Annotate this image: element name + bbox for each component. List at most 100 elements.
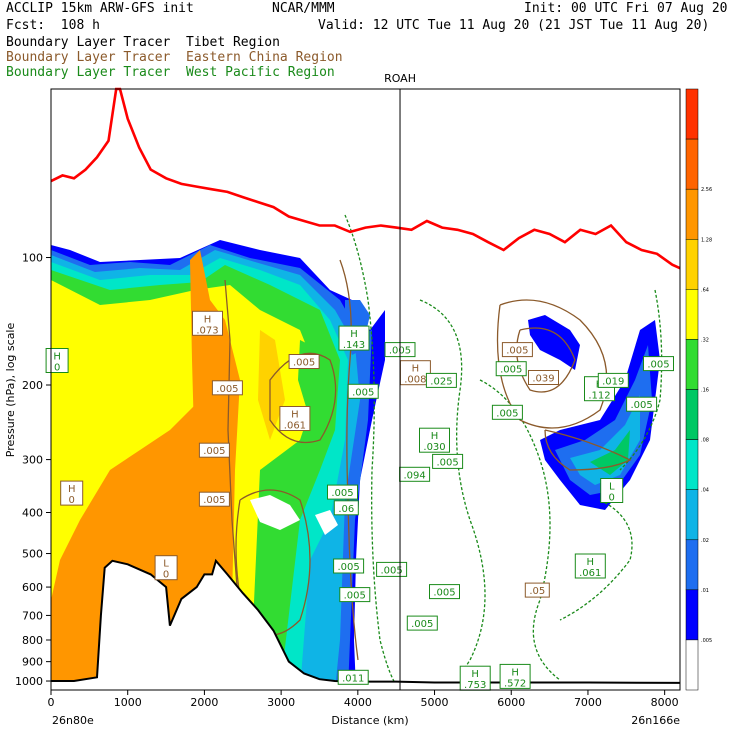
label-extremum: H <box>586 557 594 568</box>
contour-label: H.061 <box>279 406 311 432</box>
colorbar-segment <box>685 589 699 641</box>
contour-label: H.073 <box>192 310 223 336</box>
label-value: 0 <box>609 493 615 504</box>
contour-label: .005 <box>211 380 243 396</box>
terrain-fill <box>51 560 680 690</box>
y-tick-label: 500 <box>22 548 43 561</box>
y-tick-label: 700 <box>22 609 43 622</box>
label-value: .143 <box>343 340 365 351</box>
label-box <box>288 354 320 369</box>
label-value: .094 <box>403 470 425 481</box>
label-extremum: L <box>163 559 169 570</box>
label-box <box>198 491 230 507</box>
contour-label: .06 <box>333 500 359 516</box>
label-box <box>419 427 450 453</box>
y-tick-label: 800 <box>22 634 43 647</box>
label-value: .05 <box>529 586 545 597</box>
y-tick-label: 900 <box>22 656 43 669</box>
label-extremum: H <box>68 484 76 495</box>
contour-label: .005 <box>333 558 365 574</box>
label-value: .008 <box>404 375 426 386</box>
contour-label: .005 <box>626 396 658 412</box>
colorbar-segment <box>685 188 699 240</box>
label-box <box>597 372 629 388</box>
x-tick-label: 7000 <box>574 696 602 709</box>
forecast-hour: Fcst: 108 h <box>6 18 100 33</box>
contour-label: .005 <box>327 484 358 500</box>
colorbar-segment <box>685 639 699 691</box>
legend-tibet: Boundary Layer Tracer Tibet Region <box>6 35 280 50</box>
colorbar-label: .08 <box>701 438 709 444</box>
colorbar-segment <box>685 88 699 140</box>
label-value: .005 <box>433 588 455 599</box>
label-box <box>429 584 460 600</box>
colorbar-segment <box>685 489 699 541</box>
contour-label: H.061 <box>574 553 606 579</box>
y-tick-label: 600 <box>22 581 43 594</box>
label-value: .005 <box>203 495 225 506</box>
label-box <box>339 587 371 603</box>
label-value: .572 <box>504 678 526 689</box>
label-value: .005 <box>380 565 402 576</box>
label-value: .005 <box>496 408 518 419</box>
label-box <box>399 360 431 386</box>
x-tick-label: 1000 <box>114 696 142 709</box>
label-extremum: H <box>431 431 439 442</box>
label-value: .005 <box>352 387 374 398</box>
label-value: .005 <box>411 619 433 630</box>
label-value: .005 <box>500 365 522 376</box>
label-box <box>192 310 223 336</box>
label-extremum: H <box>204 314 212 325</box>
y-tick-label: 400 <box>22 506 43 519</box>
contour-label: .005 <box>288 354 320 369</box>
label-value: .06 <box>338 504 354 515</box>
label-extremum: H <box>412 364 420 375</box>
label-value: .112 <box>588 391 610 402</box>
colorbar-segment <box>685 539 699 591</box>
label-extremum: L <box>609 482 615 493</box>
label-value: .061 <box>284 421 306 432</box>
contour-label: L0 <box>600 478 624 504</box>
roah-label: ROAH <box>384 72 416 85</box>
label-extremum: H <box>291 410 299 421</box>
contour-label: .039 <box>528 370 559 385</box>
label-box <box>60 480 84 506</box>
label-value: .005 <box>631 400 653 411</box>
label-box <box>333 500 359 516</box>
colorbar-label: .01 <box>701 588 709 594</box>
contour-label: .005 <box>347 383 379 399</box>
colorbar-label: .64 <box>701 287 709 293</box>
contour-label: .005 <box>643 356 674 372</box>
label-value: .005 <box>506 346 528 357</box>
contour-label: .005 <box>432 453 464 469</box>
label-value: .005 <box>647 360 669 371</box>
x-tick-label: 8000 <box>651 696 679 709</box>
label-value: .005 <box>216 384 238 395</box>
label-value: .025 <box>430 376 452 387</box>
contour-label: .094 <box>399 466 431 482</box>
contour-label: .011 <box>337 669 369 685</box>
valid-time: Valid: 12 UTC Tue 11 Aug 20 (21 JST Tue … <box>318 18 710 33</box>
label-box <box>347 383 379 399</box>
y-tick-label: 200 <box>22 379 43 392</box>
legend-west-pacific: Boundary Layer Tracer West Pacific Regio… <box>6 65 335 80</box>
contour-label: .005 <box>198 491 230 507</box>
label-value: .061 <box>579 568 601 579</box>
axes: 0 1000 2000 3000 4000 5000 6000 7000 80001002003… <box>15 252 679 709</box>
label-box <box>459 665 491 691</box>
label-extremum: H <box>350 329 358 340</box>
label-value: 0 <box>163 570 169 581</box>
y-axis-label: Pressure (hPa), log scale <box>4 323 17 458</box>
contour-label: H.143 <box>338 325 370 351</box>
colorbar-label: 1.28 <box>701 237 712 243</box>
init-time: Init: 00 UTC Fri 07 Aug 20 <box>524 1 728 16</box>
label-value: .005 <box>436 457 458 468</box>
x-start-label: 26n80e <box>52 714 94 727</box>
contour-label: .005 <box>501 342 533 358</box>
x-tick-label: 5000 <box>421 696 449 709</box>
contour-label: .005 <box>339 587 371 603</box>
label-box <box>491 404 523 420</box>
colorbar-segment <box>685 339 699 390</box>
label-box <box>327 484 358 500</box>
x-axis-label: Distance (km) <box>331 714 408 727</box>
